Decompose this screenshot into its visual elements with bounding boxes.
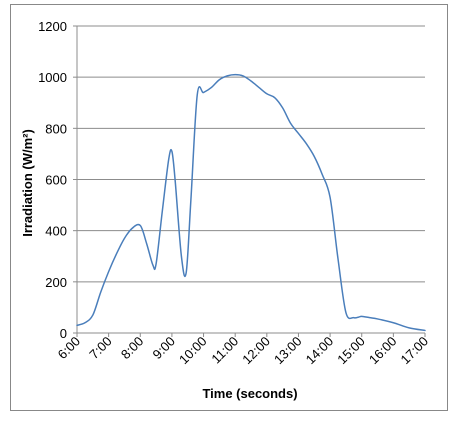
y-tick-label: 800 [45, 121, 67, 136]
x-axis-title: Time (seconds) [202, 386, 297, 401]
chart-frame [10, 4, 448, 411]
series-line-irradiation [76, 73, 426, 332]
y-tick-label: 1200 [38, 19, 67, 34]
x-tick-label: 11:00 [208, 334, 241, 367]
x-tick-label: 12:00 [239, 334, 273, 368]
x-tick-label: 9:00 [150, 334, 179, 363]
y-axis-title: Irradiation (W/m²) [20, 129, 35, 237]
y-tick-label: 1000 [38, 70, 67, 85]
y-tick-label: 600 [45, 173, 67, 188]
x-tick-label: 8:00 [118, 334, 147, 363]
x-tick-label: 17:00 [398, 334, 432, 368]
x-tick-label: 14:00 [303, 334, 337, 368]
y-tick-label: 0 [60, 326, 67, 341]
y-tick-label: 400 [45, 224, 67, 239]
x-tick-label: 7:00 [86, 334, 115, 363]
x-tick-label: 16:00 [366, 334, 400, 368]
x-tick-label: 15:00 [334, 334, 368, 368]
y-tick-label: 200 [45, 275, 67, 290]
x-tick-label: 10:00 [176, 334, 210, 368]
x-tick-label: 13:00 [271, 334, 305, 368]
